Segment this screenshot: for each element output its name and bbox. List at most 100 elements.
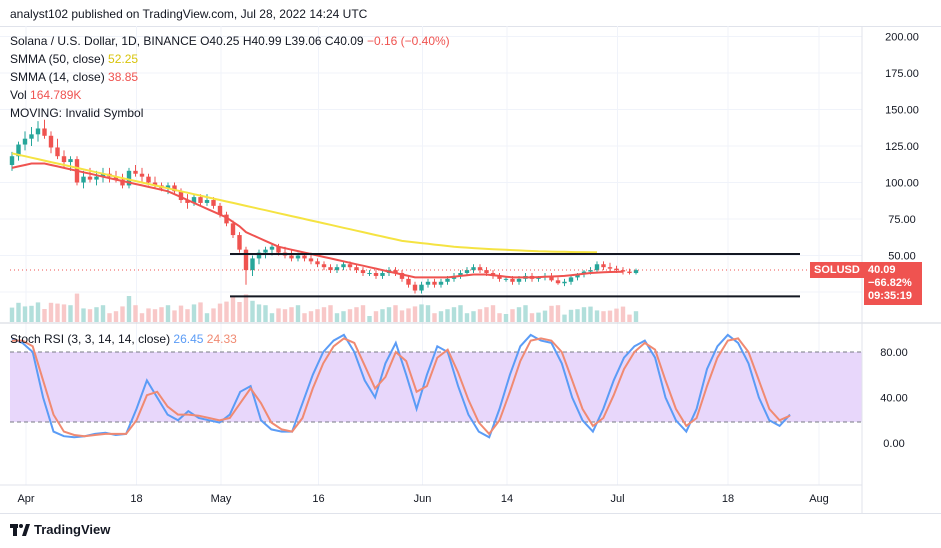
candle-body <box>555 280 561 284</box>
candle-body <box>42 128 47 136</box>
rsi-k-value: 26.45 <box>173 332 204 346</box>
candle-body <box>380 273 385 276</box>
candle-body <box>243 249 249 271</box>
candle-body <box>425 281 431 285</box>
volume-bar <box>575 309 580 322</box>
price-tag-price: 40.09 <box>868 264 896 276</box>
volume-bar <box>542 310 548 322</box>
candle-body <box>464 270 470 274</box>
volume-bar <box>68 305 73 322</box>
volume-bar <box>601 311 606 322</box>
price-tick-label: 75.00 <box>888 214 916 226</box>
volume-bar <box>87 309 93 322</box>
volume-bar <box>172 310 177 322</box>
volume-bar <box>536 312 541 322</box>
volume-bar <box>243 294 249 322</box>
volume-bar <box>555 305 561 322</box>
volume-bar <box>360 305 366 322</box>
volume-bar <box>432 313 437 322</box>
candle-body <box>367 273 372 275</box>
legend-vol-row[interactable]: Vol 164.789K <box>10 86 450 104</box>
candle-body <box>445 278 450 282</box>
volume-bar <box>100 305 106 322</box>
candle-body <box>321 264 327 268</box>
candle-body <box>87 176 93 180</box>
legend-smma50-row[interactable]: SMMA (50, close) 52.25 <box>10 50 450 68</box>
volume-bar <box>510 309 515 322</box>
volume-bar <box>627 314 632 322</box>
candle-body <box>165 185 171 189</box>
price-axis[interactable]: 200.00 175.00 150.00 125.00 100.00 75.00 50.00… <box>885 32 919 300</box>
smma50-value: 52.25 <box>108 52 139 66</box>
time-axis[interactable]: Apr 18 May 16 Jun 14 Jul 18 Aug <box>17 493 828 505</box>
legend-symbol-row: Solana / U.S. Dollar, 1D, BINANCE O40.25… <box>10 32 450 50</box>
volume-bar <box>393 305 398 322</box>
time-tick-label: May <box>211 493 232 505</box>
candles <box>9 119 639 294</box>
volume-bar <box>497 313 502 322</box>
symbol-title[interactable]: Solana / U.S. Dollar, 1D, BINANCE <box>10 34 197 48</box>
smma14-label: SMMA (14, close) <box>10 70 105 84</box>
candle-body <box>22 138 28 145</box>
rsi-tick-label: 40.00 <box>880 393 908 405</box>
volume-bar <box>204 313 210 322</box>
volume-bar <box>48 302 54 322</box>
volume-bar <box>516 307 522 322</box>
volume-bar <box>263 305 268 322</box>
volume-bar <box>425 305 431 322</box>
candle-body <box>594 264 600 271</box>
candle-body <box>276 246 281 253</box>
volume-bars <box>9 293 639 322</box>
legend-smma14-row[interactable]: SMMA (14, close) 38.85 <box>10 68 450 86</box>
candle-body <box>178 191 184 201</box>
volume-bar <box>178 305 184 322</box>
volume-bar <box>9 307 15 322</box>
price-tick-label: 100.00 <box>885 178 919 190</box>
tradingview-logo[interactable]: TradingView <box>10 522 110 537</box>
symbol-tag: SOLUSD <box>810 262 864 278</box>
volume-bar <box>399 310 405 322</box>
rsi-legend[interactable]: Stoch RSI (3, 3, 14, 14, close) 26.45 24… <box>10 330 237 348</box>
candle-body <box>549 275 554 281</box>
candle-body <box>575 274 580 278</box>
candle-body <box>295 255 301 259</box>
volume-bar <box>211 308 216 322</box>
price-tick-label: 200.00 <box>885 32 919 44</box>
volume-bar <box>380 309 385 322</box>
volume-bar <box>126 296 132 322</box>
rsi-tick-label: 80.00 <box>880 347 908 359</box>
volume-bar <box>334 313 340 322</box>
publisher-header: analyst102 published on TradingView.com,… <box>10 7 368 21</box>
change-value: −0.16 (−0.40%) <box>366 34 450 48</box>
volume-bar <box>22 306 28 322</box>
candle-body <box>438 281 444 285</box>
candle-body <box>146 176 151 183</box>
candle-body <box>315 261 320 265</box>
candle-body <box>334 267 340 271</box>
volume-bar <box>588 306 593 322</box>
candle-body <box>61 156 67 163</box>
price-tick-label: 150.00 <box>885 105 919 117</box>
high-value: H40.99 <box>242 34 282 48</box>
rsi-axis[interactable]: 80.00 40.00 0.00 <box>880 347 908 450</box>
volume-bar <box>42 309 47 322</box>
candle-body <box>211 200 216 206</box>
volume-bar <box>503 314 509 322</box>
candle-body <box>373 273 379 276</box>
volume-bar <box>139 313 145 322</box>
candle-body <box>55 147 60 157</box>
volume-bar <box>490 305 496 322</box>
time-tick-label: 14 <box>501 493 513 505</box>
rsi-k-line <box>11 333 791 439</box>
time-tick-label: Aug <box>809 493 829 505</box>
volume-bar <box>341 311 346 322</box>
volume-bar <box>55 303 60 322</box>
candle-body <box>9 156 15 165</box>
candle-body <box>432 281 437 285</box>
legend-moving-row[interactable]: MOVING: Invalid Symbol <box>10 104 450 122</box>
open-value: O40.25 <box>200 34 240 48</box>
rsi-d-value: 24.33 <box>206 332 237 346</box>
price-tick-label: 50.00 <box>888 251 916 263</box>
volume-bar <box>406 308 411 322</box>
